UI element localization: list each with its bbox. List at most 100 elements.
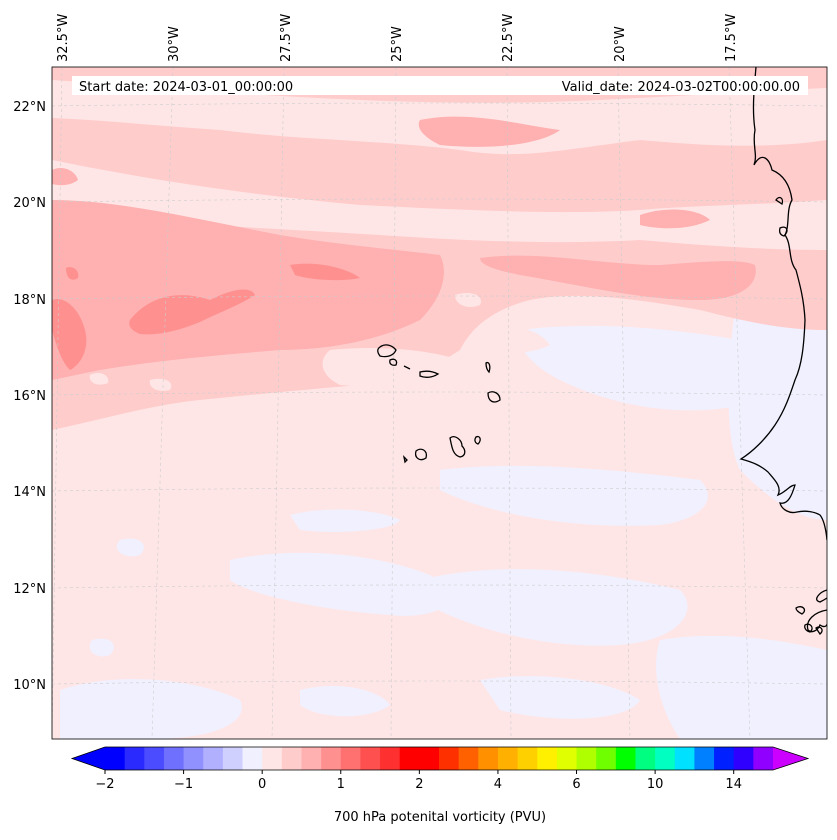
valid-date-text: Valid_date: 2024-03-02T00:00:00.00 — [562, 80, 800, 95]
colorbar-segment — [399, 747, 420, 770]
colorbar-tick-label: 2 — [415, 777, 423, 792]
colorbar-segment — [242, 747, 263, 770]
parallel-22n — [52, 102, 827, 107]
colorbar-segment — [733, 747, 754, 770]
colorbar-tick-label: 1 — [337, 777, 345, 792]
colorbar-tick-label: 6 — [572, 777, 580, 792]
coast-island-4 — [804, 623, 813, 633]
header-box — [72, 76, 808, 95]
colorbar-segment — [144, 747, 165, 770]
lat-label: 14°N — [13, 485, 46, 500]
graticule — [52, 67, 827, 739]
cape-verde-brava — [402, 455, 408, 464]
colorbar-segment — [105, 747, 126, 770]
meridian-22-5w — [506, 67, 512, 739]
colorbar-tick-label: −1 — [174, 777, 193, 792]
colorbar-tick-label: 10 — [647, 777, 664, 792]
pv-low-patches — [89, 293, 550, 391]
cape-verde-sal — [485, 361, 491, 374]
africa-coastline — [739, 67, 827, 633]
lon-label: 17.5°W — [724, 14, 739, 62]
lat-label: 10°N — [13, 678, 46, 693]
latitude-labels: 22°N 20°N 18°N 16°N 14°N 12°N 10°N — [13, 100, 46, 693]
colorbar-segment — [576, 747, 597, 770]
colorbar-segment — [655, 747, 676, 770]
lon-label: 22.5°W — [501, 14, 516, 62]
lon-label: 27.5°W — [279, 14, 294, 62]
colorbar-extend-low — [72, 747, 105, 770]
cape-verde-maio — [474, 435, 481, 445]
cape-verde-santo-antao — [377, 344, 397, 358]
colorbar-tick-label: −2 — [95, 777, 114, 792]
pv-peak-patches — [52, 263, 360, 370]
parallel-14n — [52, 487, 827, 492]
parallel-20n — [52, 198, 827, 203]
parallel-12n — [52, 584, 827, 589]
colorbar-segment — [458, 747, 479, 770]
colorbar-ticks: −2 −1 0 1 2 4 6 10 14 — [95, 770, 742, 792]
coast-island-2 — [778, 226, 788, 237]
colorbar-segment — [301, 747, 322, 770]
colorbar-segment — [281, 747, 302, 770]
colorbar-segment — [537, 747, 558, 770]
lon-label: 32.5°W — [56, 14, 71, 62]
colorbar-segment — [556, 747, 578, 770]
colorbar-segment — [753, 747, 774, 770]
longitude-labels: 32.5°W 30°W 27.5°W 25°W 22.5°W 20°W 17.5… — [56, 14, 739, 62]
colorbar-label: 700 hPa potenital vorticity (PVU) — [334, 810, 546, 825]
pv-light-bands — [52, 80, 827, 250]
cape-verde-santiago — [449, 436, 466, 458]
meridian-17-5w — [728, 67, 751, 739]
colorbar-tick-label: 4 — [494, 777, 502, 792]
lon-label: 20°W — [613, 26, 628, 62]
colorbar-extend-high — [773, 747, 808, 770]
colorbar-segment — [714, 747, 735, 770]
lat-label: 18°N — [13, 293, 46, 308]
meridian-32-5w — [52, 67, 63, 739]
colorbar-segment — [380, 747, 401, 770]
colorbar-tick-label: 0 — [258, 777, 266, 792]
cape-verde-boa-vista — [487, 391, 501, 403]
coast-island-3 — [795, 606, 806, 615]
colorbar-segment — [183, 747, 204, 770]
colorbar-segment — [222, 747, 244, 770]
map-frame — [51, 66, 828, 740]
lon-label: 25°W — [390, 26, 405, 62]
pv-field — [52, 67, 827, 739]
meridian-20w — [617, 67, 631, 739]
colorbar-segment — [615, 747, 636, 770]
colorbar-segment — [124, 747, 145, 770]
cape-verde-fogo — [414, 448, 427, 461]
meridian-30w — [151, 67, 174, 739]
colorbar-segment — [340, 747, 361, 770]
start-date-text: Start date: 2024-03-01_00:00:00 — [79, 80, 293, 95]
colorbar-segment — [596, 747, 617, 770]
colorbar-segment — [694, 747, 715, 770]
colorbar-segment — [163, 747, 185, 770]
parallel-18n — [52, 295, 827, 300]
colorbar-segment — [419, 747, 440, 770]
colorbar-segment — [360, 747, 381, 770]
cape-verde-sao-nicolau — [419, 370, 440, 378]
lat-label: 22°N — [13, 100, 46, 115]
colorbar-segment — [262, 747, 283, 770]
coast-island-5 — [815, 626, 823, 635]
lat-label: 12°N — [13, 582, 46, 597]
cape-verde-sao-vicente — [389, 358, 398, 366]
lon-label: 30°W — [167, 26, 182, 62]
lat-label: 20°N — [13, 196, 46, 211]
colorbar-segment — [674, 747, 695, 770]
lat-label: 16°N — [13, 389, 46, 404]
colorbar-segment — [321, 747, 342, 770]
cape-verde-santa-luzia — [403, 365, 411, 370]
parallel-10n — [52, 680, 827, 685]
negative-pv-patches — [60, 274, 827, 739]
colorbar-segment — [203, 747, 224, 770]
colorbar-segment — [635, 747, 656, 770]
colorbar-segment — [497, 747, 519, 770]
colorbar-segment — [478, 747, 499, 770]
colorbar-segment — [517, 747, 538, 770]
parallel-16n — [52, 391, 827, 396]
colorbar-segment — [439, 747, 460, 770]
